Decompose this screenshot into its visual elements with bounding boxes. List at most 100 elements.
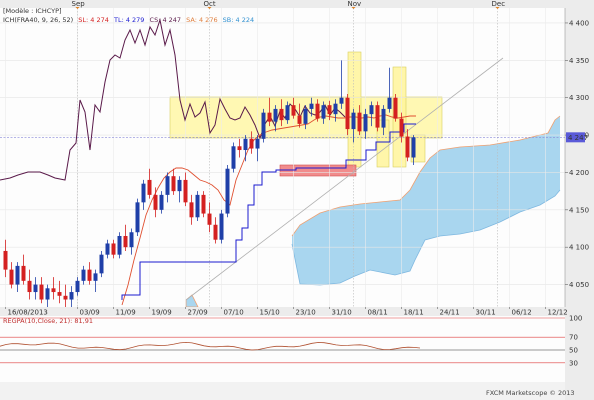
month-strip xyxy=(0,0,565,8)
price-tick-label: 4 100 xyxy=(569,244,589,252)
candle-body xyxy=(159,194,164,210)
axis-strip xyxy=(565,0,594,400)
candle-body xyxy=(63,295,68,300)
oscillator-panel: 100 70 50 30 xyxy=(0,315,582,367)
price-tick-label: 4 150 xyxy=(569,206,589,214)
date-tick-label: 16/08/2013 xyxy=(8,309,48,317)
sa-value: SA: 4 276 xyxy=(186,16,217,24)
candle-body xyxy=(351,112,356,130)
month-label: Dec xyxy=(492,0,506,8)
candle-body xyxy=(387,97,392,109)
copyright: FXCM Marketscope © 2013 xyxy=(486,389,575,397)
month-marker xyxy=(351,7,356,9)
candle-body xyxy=(309,103,314,109)
candle-body xyxy=(27,280,32,293)
date-tick-label: 31/10 xyxy=(332,309,352,317)
candle-body xyxy=(381,108,386,128)
candle-body xyxy=(255,138,260,149)
month-marker xyxy=(75,7,80,9)
candle-body xyxy=(345,97,350,130)
candle-body xyxy=(57,292,62,296)
month-marker xyxy=(495,7,500,9)
candle-body xyxy=(285,105,290,121)
current-price-badge xyxy=(566,132,585,143)
candle-body xyxy=(147,179,152,195)
candle-body xyxy=(15,265,20,285)
date-axis-strip xyxy=(0,307,565,316)
candle-body xyxy=(363,114,368,132)
candle-body xyxy=(165,176,170,195)
candle-body xyxy=(135,202,140,233)
candle-body xyxy=(21,265,26,281)
oscillator-level-label: 50 xyxy=(569,347,578,355)
candle-body xyxy=(177,179,182,192)
candle-body xyxy=(405,136,410,158)
candle-body xyxy=(129,232,134,248)
candle-body xyxy=(153,194,158,210)
date-tick-label: 11/09 xyxy=(116,309,136,317)
candle-body xyxy=(87,269,92,281)
price-tick-label: 4 050 xyxy=(569,281,589,289)
candle-body xyxy=(297,115,302,124)
candle-body xyxy=(399,118,404,137)
date-tick-label: 27/09 xyxy=(188,309,208,317)
instrument-label: [Modèle : ICHCYP] xyxy=(3,7,62,15)
candle-body xyxy=(369,105,374,115)
candle-body xyxy=(45,288,50,300)
date-tick-label: 03/09 xyxy=(80,309,100,317)
date-axis: 16/08/2013 03/09 11/09 19/09 27/09 07/10 15/10… xyxy=(0,307,568,317)
candle-body xyxy=(315,103,320,119)
oscillator-level-label: 30 xyxy=(569,359,578,367)
candle-body xyxy=(123,235,128,248)
senkou-b-line xyxy=(291,189,561,286)
candle-body xyxy=(321,105,326,119)
svg-text:ICH(FRA40, 9, 26, 52): ICH(FRA40, 9, 26, 52) SL: 4 274 TL: 4 27… xyxy=(3,16,254,24)
cloud-body xyxy=(292,116,560,285)
candle-body xyxy=(267,112,272,122)
price-tick-label: 4 300 xyxy=(569,94,589,102)
kijun-line xyxy=(121,123,416,300)
candle-body xyxy=(201,194,206,214)
month-label: Sep xyxy=(72,0,86,8)
chart-header: [Modèle : ICHCYP] ICH(FRA40, 9, 26, 52) … xyxy=(3,7,575,397)
oscillator-level-label: 100 xyxy=(569,315,582,323)
sb-value: SB: 4 224 xyxy=(223,16,254,24)
candle-body xyxy=(375,105,380,128)
candle-body xyxy=(207,213,212,225)
candle-body xyxy=(75,280,80,293)
candle-body xyxy=(117,235,122,255)
candle-body xyxy=(111,243,116,255)
candle-body xyxy=(69,292,74,300)
candle-body xyxy=(357,112,362,132)
ichimoku-cloud xyxy=(185,115,561,308)
date-tick-label: 08/11 xyxy=(368,309,388,317)
candle-body xyxy=(99,254,104,274)
date-tick-label: 07/10 xyxy=(224,309,244,317)
trendline xyxy=(185,57,504,301)
month-marker xyxy=(207,7,212,9)
month-label: Nov xyxy=(348,0,362,8)
candle-body xyxy=(195,194,200,218)
price-tick-label: 4 400 xyxy=(569,19,589,27)
date-tick-label: 19/09 xyxy=(152,309,172,317)
candle-body xyxy=(249,138,254,149)
month-axis: Sep Oct Nov Dec xyxy=(72,0,506,9)
sl-value: SL: 4 274 xyxy=(78,16,109,24)
candle-body xyxy=(219,213,224,240)
candle-body xyxy=(213,224,218,240)
date-tick-label: 23/10 xyxy=(296,309,316,317)
candle-body xyxy=(291,105,296,116)
candle-body xyxy=(333,103,338,115)
candle-body xyxy=(411,137,416,158)
spike-highlight xyxy=(347,51,362,168)
price-tick-label: 4 200 xyxy=(569,169,589,177)
candle-body xyxy=(171,176,176,192)
candle-body xyxy=(51,288,56,293)
candle-body xyxy=(39,284,44,300)
candle-body xyxy=(261,112,266,139)
candle-body xyxy=(273,108,278,122)
cs-value: CS: 4 247 xyxy=(150,16,182,24)
candle-body xyxy=(81,269,86,281)
